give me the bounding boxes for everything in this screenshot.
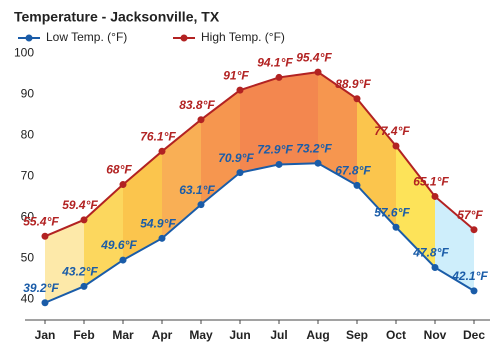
data-label: 73.2°F (296, 141, 332, 155)
data-label: 49.6°F (100, 238, 137, 252)
data-point (236, 86, 244, 94)
data-point (431, 192, 439, 200)
x-tick-label: May (189, 328, 213, 342)
legend-label: Low Temp. (°F) (46, 30, 127, 44)
data-point (470, 287, 478, 295)
data-point (392, 223, 400, 231)
y-tick-label: 40 (21, 292, 35, 306)
x-tick-label: Apr (152, 328, 173, 342)
y-tick-label: 70 (21, 169, 35, 183)
data-point (236, 169, 244, 177)
series-line (44, 71, 475, 238)
temp-band (201, 90, 240, 205)
data-point (41, 232, 49, 240)
data-label: 54.9°F (140, 216, 176, 230)
data-label: 57.6°F (374, 205, 410, 219)
data-label: 77.4°F (374, 124, 410, 138)
data-label: 94.1°F (257, 56, 293, 70)
data-label: 39.2°F (23, 281, 59, 295)
data-point (119, 256, 127, 264)
data-point (80, 282, 88, 290)
data-point (275, 160, 283, 168)
data-point (392, 142, 400, 150)
legend-marker (180, 34, 188, 42)
data-label: 43.2°F (61, 265, 98, 279)
data-label: 47.8°F (412, 246, 449, 260)
x-tick-label: Jan (35, 328, 56, 342)
series-line (44, 162, 475, 304)
temp-band (435, 196, 474, 291)
temp-band (318, 72, 357, 186)
data-label: 76.1°F (140, 129, 176, 143)
data-point (80, 216, 88, 224)
temp-band (240, 77, 279, 173)
data-label: 70.9°F (218, 151, 254, 165)
data-label: 72.9°F (257, 143, 293, 157)
data-label: 57°F (457, 208, 483, 222)
data-point (158, 234, 166, 242)
data-label: 55.4°F (23, 214, 59, 228)
data-label: 65.1°F (413, 175, 449, 189)
data-point (314, 68, 322, 76)
x-tick-label: Sep (346, 328, 368, 342)
x-tick-label: Jun (229, 328, 250, 342)
data-label: 63.1°F (179, 183, 215, 197)
y-tick-label: 100 (14, 45, 34, 59)
data-point (431, 263, 439, 271)
x-tick-label: Mar (112, 328, 134, 342)
y-tick-label: 90 (21, 86, 35, 100)
legend-label: High Temp. (°F) (201, 30, 285, 44)
data-point (353, 181, 361, 189)
temp-band (45, 219, 84, 303)
x-tick-label: Nov (424, 328, 447, 342)
data-point (41, 299, 49, 307)
x-tick-label: Aug (306, 328, 329, 342)
temp-band (162, 119, 201, 239)
x-tick-label: Feb (73, 328, 94, 342)
data-point (158, 147, 166, 155)
chart-title: Temperature - Jacksonville, TX (14, 9, 220, 25)
data-point (197, 116, 205, 124)
data-label: 42.1°F (451, 269, 488, 283)
data-point (275, 73, 283, 81)
data-point (353, 95, 361, 103)
legend-marker (25, 34, 33, 42)
data-label: 95.4°F (296, 50, 332, 64)
data-point (197, 201, 205, 209)
x-tick-label: Dec (463, 328, 485, 342)
x-tick-label: Jul (270, 328, 287, 342)
y-tick-label: 60 (21, 210, 35, 224)
data-label: 59.4°F (62, 198, 98, 212)
data-label: 88.9°F (335, 77, 371, 91)
data-point (314, 159, 322, 167)
data-label: 83.8°F (179, 98, 215, 112)
temp-band (279, 72, 318, 165)
data-point (470, 226, 478, 234)
x-tick-label: Oct (386, 328, 406, 342)
data-label: 67.8°F (335, 164, 371, 178)
data-label: 68°F (106, 163, 132, 177)
y-tick-label: 50 (21, 251, 35, 265)
y-tick-label: 80 (21, 127, 35, 141)
data-label: 91°F (223, 68, 249, 82)
temp-band (123, 151, 162, 261)
temp-band (84, 184, 123, 287)
data-point (119, 181, 127, 189)
